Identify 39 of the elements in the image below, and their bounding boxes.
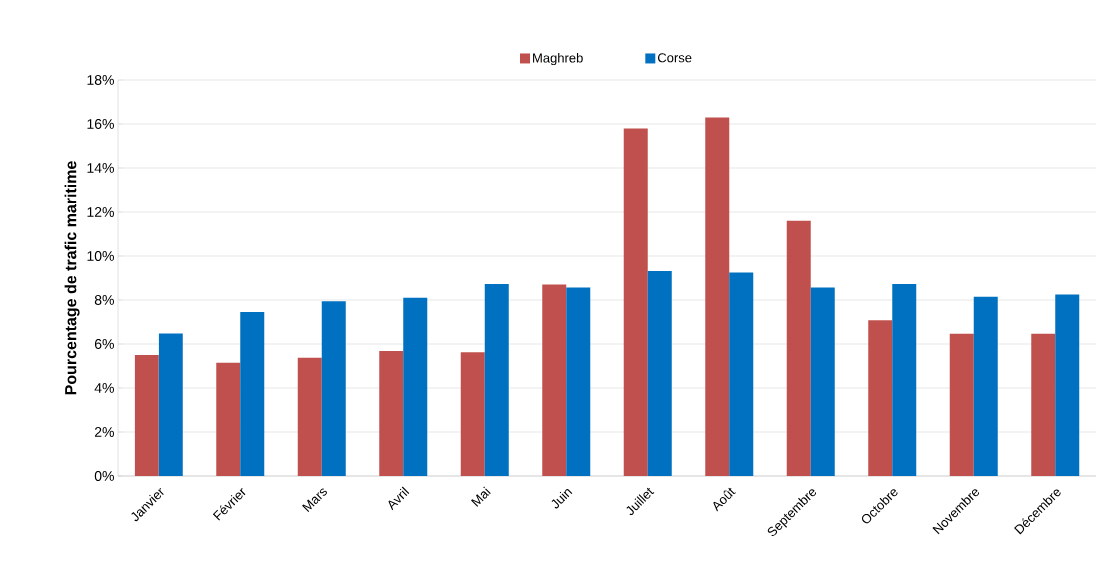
x-tick-label: Mai xyxy=(471,486,491,507)
bar xyxy=(623,128,648,476)
y-tick-label: 14% xyxy=(87,163,114,173)
y-tick-label: 18% xyxy=(87,75,114,85)
bar xyxy=(297,357,322,476)
bar xyxy=(403,297,428,476)
bar xyxy=(647,270,672,476)
bar xyxy=(566,287,591,476)
bar xyxy=(484,283,509,476)
bar xyxy=(134,354,159,476)
bar xyxy=(379,351,404,476)
y-tick-label: 0% xyxy=(94,471,114,481)
bar xyxy=(786,220,811,476)
bar xyxy=(158,333,183,476)
bar xyxy=(321,301,346,476)
bar xyxy=(240,312,265,476)
y-tick-label: 4% xyxy=(94,383,114,393)
y-tick-label: 16% xyxy=(87,119,114,129)
bar xyxy=(216,362,241,476)
bar xyxy=(949,333,974,476)
y-tick-label: 12% xyxy=(87,207,114,217)
legend-label: Corse xyxy=(657,53,692,63)
x-tick-label: Juin xyxy=(551,489,573,509)
bar xyxy=(1031,333,1056,476)
y-axis-title: Pourcentage de trafic maritime xyxy=(64,161,80,395)
bar xyxy=(729,272,754,476)
y-tick-label: 10% xyxy=(87,251,114,261)
bar xyxy=(810,287,835,476)
y-tick-label: 2% xyxy=(94,427,114,437)
bar xyxy=(868,320,893,476)
y-tick-label: 8% xyxy=(94,295,114,305)
legend-label: Maghreb xyxy=(533,52,583,66)
bar xyxy=(460,352,485,476)
bar xyxy=(1055,294,1080,476)
bar xyxy=(892,283,917,476)
bar xyxy=(973,296,998,476)
bar xyxy=(705,117,730,476)
y-tick-label: 6% xyxy=(94,339,114,349)
bar xyxy=(542,284,567,476)
